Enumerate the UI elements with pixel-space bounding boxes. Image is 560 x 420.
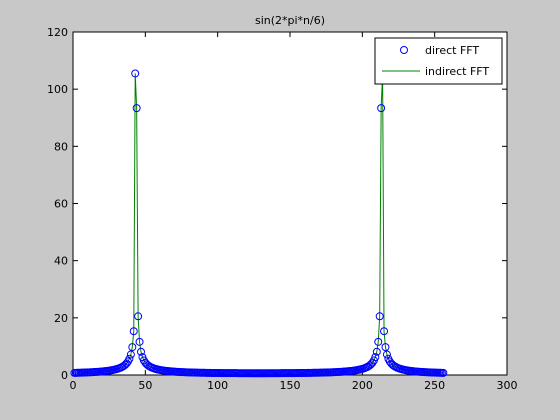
legend-marker-direct-fft — [400, 46, 408, 54]
direct-fft-point — [132, 104, 141, 113]
direct-fft-point — [382, 350, 391, 359]
direct-fft-point — [374, 337, 383, 346]
direct-fft-point — [131, 69, 140, 78]
y-tick-label: 120 — [47, 26, 68, 39]
legend-label-indirect-fft: indirect FFT — [425, 65, 489, 78]
direct-fft-point — [126, 350, 135, 359]
direct-fft-point — [439, 368, 448, 377]
x-tick-label: 200 — [352, 379, 373, 392]
direct-fft-point — [136, 347, 145, 356]
direct-fft-point — [372, 347, 381, 356]
chart-title: sin(2*pi*n/6) — [255, 14, 325, 27]
legend-label-direct-fft: direct FFT — [425, 44, 479, 57]
y-tick-label: 20 — [54, 312, 68, 325]
direct-fft-point — [128, 343, 137, 352]
x-tick-label: 300 — [497, 379, 518, 392]
direct-fft-point — [375, 312, 384, 321]
direct-fft-series — [70, 69, 448, 378]
x-tick-label: 100 — [207, 379, 228, 392]
y-tick-label: 0 — [61, 369, 68, 382]
direct-fft-point — [371, 353, 380, 362]
x-tick-label: 250 — [424, 379, 445, 392]
direct-fft-point — [365, 361, 374, 370]
direct-fft-point — [377, 104, 386, 113]
direct-fft-point — [135, 337, 144, 346]
y-tick-label: 100 — [47, 83, 68, 96]
y-tick-label: 80 — [54, 140, 68, 153]
direct-fft-point — [380, 327, 389, 336]
y-tick-label: 40 — [54, 255, 68, 268]
direct-fft-point — [125, 354, 134, 363]
x-tick-label: 0 — [70, 379, 77, 392]
direct-fft-point — [129, 327, 138, 336]
direct-fft-point — [134, 312, 143, 321]
plot-area — [72, 31, 508, 376]
y-tick-label: 60 — [54, 198, 68, 211]
direct-fft-point — [381, 343, 390, 352]
direct-fft-point — [119, 362, 128, 371]
x-tick-label: 50 — [138, 379, 152, 392]
axis-ticks: 0 50 100 150 200 250 300 0 20 40 60 80 100 120 — [47, 26, 518, 392]
legend-box — [374, 37, 503, 85]
legend: direct FFT indirect FFT — [374, 37, 503, 85]
x-tick-label: 150 — [280, 379, 301, 392]
